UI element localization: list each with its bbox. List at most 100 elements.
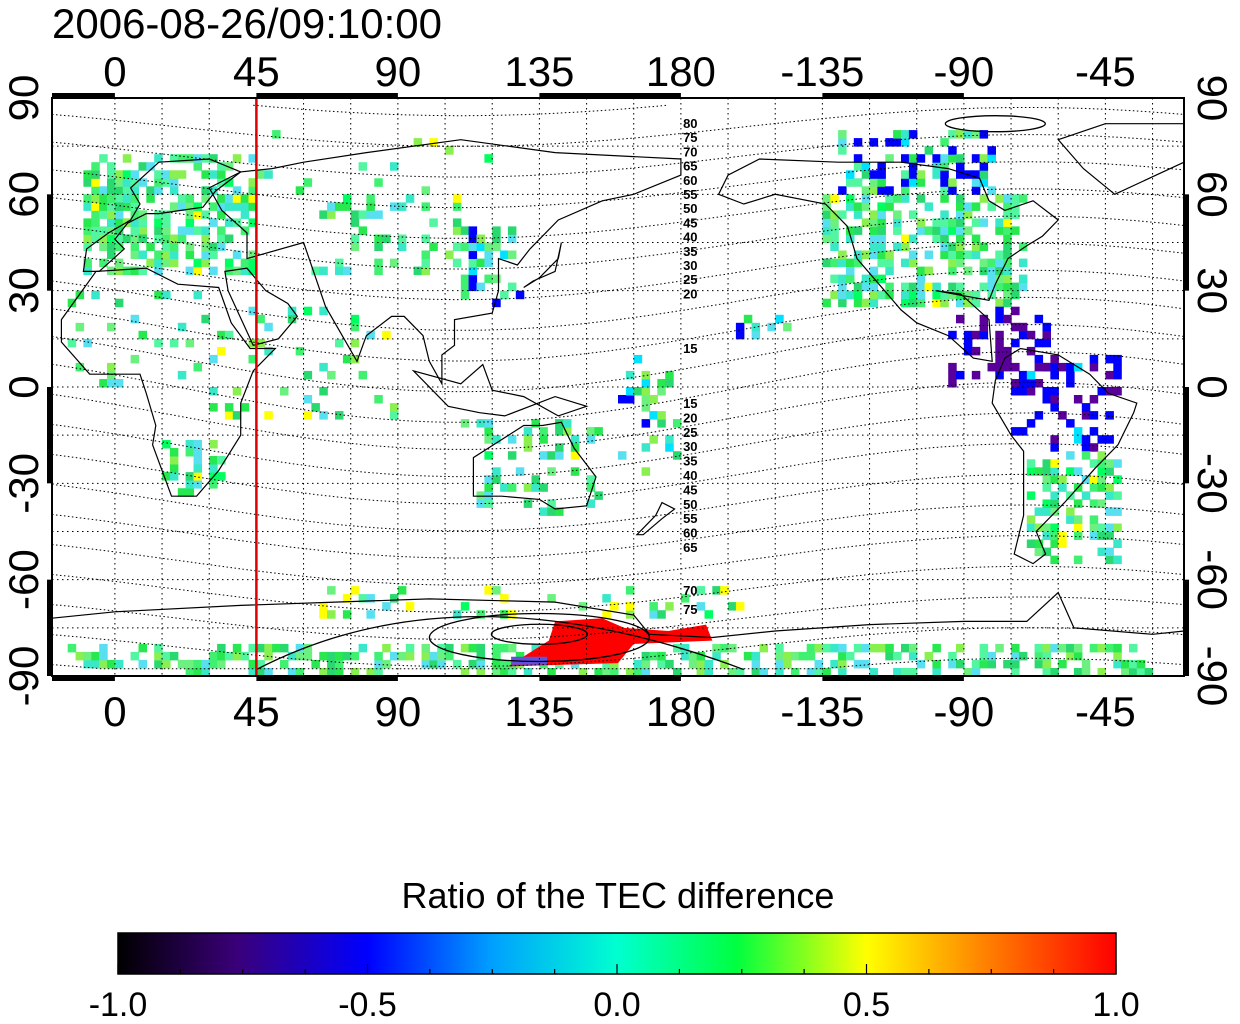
tec-pixel <box>853 643 863 653</box>
tec-pixel <box>390 162 399 171</box>
tec-pixel <box>374 242 383 251</box>
tec-pixel <box>256 659 265 669</box>
tec-pixel <box>1097 459 1106 468</box>
tec-pixel <box>185 250 195 259</box>
tec-pixel <box>374 234 383 243</box>
tec-pixel <box>1105 507 1114 516</box>
tec-pixel <box>154 659 163 669</box>
tec-pixel <box>657 651 666 661</box>
tec-pixel <box>696 668 706 676</box>
tec-pixel <box>460 242 470 251</box>
tec-pixel <box>838 290 847 300</box>
tec-pixel <box>948 146 957 155</box>
tec-pixel <box>507 668 517 676</box>
tec-pixel <box>830 643 839 653</box>
tec-pixel <box>130 202 140 211</box>
tec-pixel <box>932 298 941 308</box>
contour-label: 25 <box>683 272 697 287</box>
tec-pixel <box>209 403 218 412</box>
tec-pixel <box>264 346 273 356</box>
tec-pixel <box>1003 298 1012 308</box>
tec-pixel <box>162 178 171 187</box>
frame-tick-bar <box>52 676 115 681</box>
tec-pixel <box>901 242 910 251</box>
tec-pixel <box>924 282 934 292</box>
tec-pixel <box>963 346 973 356</box>
tec-pixel <box>979 194 989 203</box>
tec-pixel <box>405 643 415 653</box>
tec-pixel <box>861 162 871 171</box>
tec-pixel <box>932 659 941 669</box>
tec-pixel <box>248 659 257 669</box>
tec-pixel <box>869 138 879 147</box>
tec-pixel <box>1113 507 1122 516</box>
tec-pixel <box>91 226 100 235</box>
right-latitude-labels: 90 60 30 0 -30 -60 -90 <box>1189 75 1236 707</box>
tec-pixel <box>169 448 179 457</box>
tec-pixel <box>1089 523 1099 532</box>
tec-pixel <box>130 218 140 227</box>
tec-pixel <box>924 266 934 276</box>
tec-pixel <box>846 258 855 268</box>
tec-pixel <box>633 668 643 676</box>
tec-pixel <box>500 290 509 300</box>
tec-pixel <box>1034 379 1044 388</box>
tec-pixel <box>1034 659 1044 669</box>
tec-pixel <box>185 226 195 235</box>
tec-pixel <box>861 298 871 308</box>
tec-pixel <box>1105 387 1114 396</box>
tec-pixel <box>342 266 352 276</box>
tec-pixel <box>1018 258 1028 268</box>
tec-pixel <box>940 234 949 243</box>
tec-pixel <box>185 448 195 457</box>
tec-pixel <box>390 202 399 211</box>
tec-pixel <box>492 226 501 235</box>
tec-pixel <box>948 659 957 669</box>
south-america-coastline <box>991 347 1138 565</box>
tec-pixel <box>319 651 328 661</box>
tec-pixel <box>1011 210 1020 219</box>
tec-pixel <box>735 602 745 611</box>
tec-pixel <box>869 186 879 195</box>
tec-pixel <box>1042 483 1051 492</box>
tec-pixel <box>169 186 179 195</box>
tec-pixel <box>492 234 501 243</box>
tec-pixel <box>649 435 658 444</box>
tec-pixel <box>846 274 855 284</box>
tec-pixel <box>248 258 257 268</box>
tec-pixel <box>83 218 92 227</box>
tec-pixel <box>1113 475 1122 484</box>
tec-pixel <box>327 586 336 595</box>
tec-pixel <box>83 338 92 348</box>
tec-pixel <box>99 186 108 195</box>
tec-pixel <box>130 242 140 251</box>
tec-pixel <box>515 651 525 661</box>
africa-coastline <box>60 267 277 497</box>
colorbar-title: Ratio of the TEC difference <box>402 875 835 916</box>
tec-pixel <box>413 138 423 147</box>
tec-pixel <box>1073 531 1083 540</box>
tec-pixel <box>822 643 831 653</box>
tec-pixel <box>1097 451 1106 460</box>
tec-pixel <box>138 330 147 340</box>
tec-pixel <box>838 651 847 661</box>
tec-pixel <box>1066 379 1075 388</box>
tec-pixel <box>1066 507 1075 516</box>
longitude-tick-label: 180 <box>646 688 716 735</box>
tec-pixel <box>460 643 470 653</box>
tec-pixel <box>476 659 485 669</box>
tec-pixel <box>987 202 996 211</box>
tec-pixel <box>468 266 478 276</box>
tec-pixel <box>232 411 242 420</box>
tec-pixel <box>114 379 124 388</box>
tec-pixel <box>452 226 462 235</box>
tec-pixel <box>641 387 651 396</box>
tec-pixel <box>1011 290 1020 300</box>
tec-pixel <box>838 298 847 308</box>
tec-pixel <box>83 170 92 179</box>
tec-pixel <box>114 258 124 268</box>
frame-tick-bar <box>1184 387 1189 484</box>
tec-pixel <box>1003 659 1012 669</box>
tec-pixel <box>201 194 210 203</box>
tec-pixel <box>177 226 187 235</box>
